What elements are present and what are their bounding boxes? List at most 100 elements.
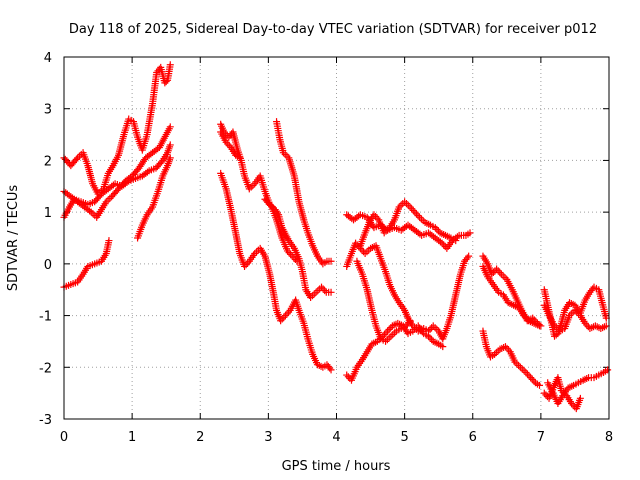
- data-point: [86, 207, 94, 215]
- data-point: [568, 399, 576, 407]
- plot-frame: [63, 56, 610, 420]
- data-point: [417, 215, 425, 223]
- data-markers: [60, 61, 612, 413]
- data-point: [466, 229, 474, 237]
- x-tick-label: 5: [400, 430, 408, 445]
- data-point: [344, 373, 352, 381]
- data-point: [244, 259, 252, 267]
- y-tick-label: 1: [44, 206, 52, 221]
- data-point: [540, 389, 548, 397]
- data-series: [134, 154, 174, 242]
- data-point: [105, 237, 113, 245]
- data-point: [569, 401, 577, 409]
- data-point: [523, 370, 531, 378]
- data-point: [106, 194, 114, 202]
- data-point: [426, 334, 434, 342]
- data-point: [542, 391, 550, 399]
- y-tick-label: -2: [39, 361, 52, 376]
- data-point: [527, 374, 535, 382]
- data-series: [353, 257, 414, 345]
- data-point: [438, 239, 446, 247]
- x-tick-label: 8: [605, 430, 613, 445]
- x-tick-label: 3: [264, 430, 272, 445]
- data-point: [355, 243, 363, 251]
- data-point: [327, 366, 335, 374]
- data-series: [261, 195, 301, 265]
- data-point: [429, 322, 437, 330]
- data-point: [352, 239, 360, 247]
- y-tick-label: 3: [44, 103, 52, 118]
- data-point: [277, 317, 285, 325]
- data-point: [505, 346, 513, 354]
- data-point: [525, 372, 533, 380]
- data-series: [60, 141, 174, 221]
- x-axis-label: GPS time / hours: [282, 459, 391, 474]
- data-point: [372, 212, 380, 220]
- data-point: [143, 168, 151, 176]
- data-point: [414, 212, 422, 220]
- data-point: [536, 381, 544, 389]
- data-point: [489, 268, 497, 276]
- data-series: [479, 262, 544, 330]
- y-axis-label: SDTVAR / TECUs: [6, 185, 21, 292]
- data-point: [280, 313, 288, 321]
- x-tick-label: 6: [469, 430, 477, 445]
- data-point: [75, 152, 83, 160]
- data-point: [522, 368, 530, 376]
- data-point: [312, 288, 320, 296]
- data-series: [544, 366, 612, 407]
- data-point: [387, 332, 395, 340]
- data-point: [411, 208, 419, 216]
- data-point: [291, 256, 299, 264]
- data-point: [370, 211, 378, 219]
- data-point: [465, 252, 473, 260]
- data-point: [496, 268, 504, 276]
- data-series: [343, 239, 473, 343]
- data-point: [241, 262, 249, 270]
- data-point: [321, 287, 329, 295]
- y-tick-label: 4: [44, 51, 52, 66]
- data-point: [356, 244, 364, 252]
- data-point: [431, 324, 439, 332]
- data-point: [521, 313, 529, 321]
- data-point: [494, 267, 502, 275]
- data-point: [278, 315, 286, 323]
- data-point: [530, 377, 538, 385]
- data-point: [123, 178, 131, 186]
- data-point: [283, 310, 291, 318]
- data-point: [501, 343, 509, 351]
- data-series: [273, 118, 335, 268]
- data-point: [431, 224, 439, 232]
- data-series: [60, 237, 113, 291]
- data-point: [389, 331, 397, 339]
- data-point: [288, 252, 296, 260]
- data-point: [373, 214, 381, 222]
- data-point: [516, 363, 524, 371]
- data-point: [520, 367, 528, 375]
- data-point: [225, 142, 233, 150]
- data-point: [497, 270, 505, 278]
- data-point: [166, 61, 174, 69]
- data-series: [60, 61, 174, 198]
- data-point: [600, 323, 608, 331]
- data-point: [363, 248, 371, 256]
- data-point: [327, 288, 335, 296]
- data-series: [356, 198, 460, 250]
- data-point: [581, 319, 589, 327]
- data-series: [60, 123, 174, 221]
- data-point: [583, 374, 591, 382]
- x-tick-label: 7: [537, 430, 545, 445]
- data-point: [358, 246, 366, 254]
- data-point: [281, 312, 289, 320]
- y-tick-label: -3: [39, 413, 52, 428]
- data-point: [404, 201, 412, 209]
- data-point: [402, 200, 410, 208]
- data-point: [416, 213, 424, 221]
- data-point: [319, 285, 327, 293]
- data-point: [166, 141, 174, 149]
- data-point: [162, 78, 170, 86]
- data-point: [436, 238, 444, 246]
- data-point: [599, 324, 607, 332]
- data-point: [583, 321, 591, 329]
